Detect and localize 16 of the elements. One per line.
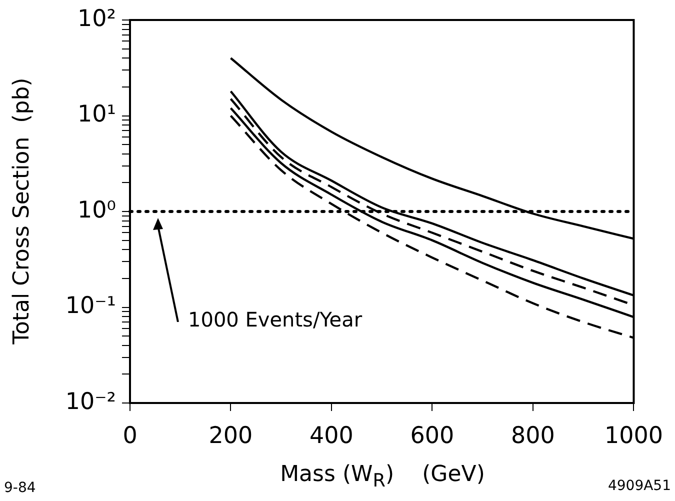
y-tick-label: 10⁻¹ <box>65 293 116 320</box>
y-tick-label: 10¹ <box>78 102 116 128</box>
ref-line-label: 1000 Events/Year <box>188 308 363 332</box>
x-tick-label: 200 <box>208 422 253 449</box>
x-tick-label: 0 <box>122 422 138 449</box>
x-tick-label: 1000 <box>604 422 664 449</box>
y-tick-label: 10² <box>78 6 116 32</box>
x-tick-label: 600 <box>410 422 454 449</box>
text: 4909A51 <box>608 478 671 494</box>
y-axis-title: Total Cross Section (pb) <box>10 78 34 344</box>
x-tick-label: 400 <box>310 422 354 449</box>
x-axis-title: Mass (W$_{R}$) (GeV) <box>280 462 485 492</box>
y-tick-label: 10⁰ <box>78 197 116 224</box>
text: 9-84 <box>4 480 36 496</box>
y-tick-label: 10⁻² <box>65 388 116 415</box>
x-tick-label: 800 <box>511 422 555 449</box>
